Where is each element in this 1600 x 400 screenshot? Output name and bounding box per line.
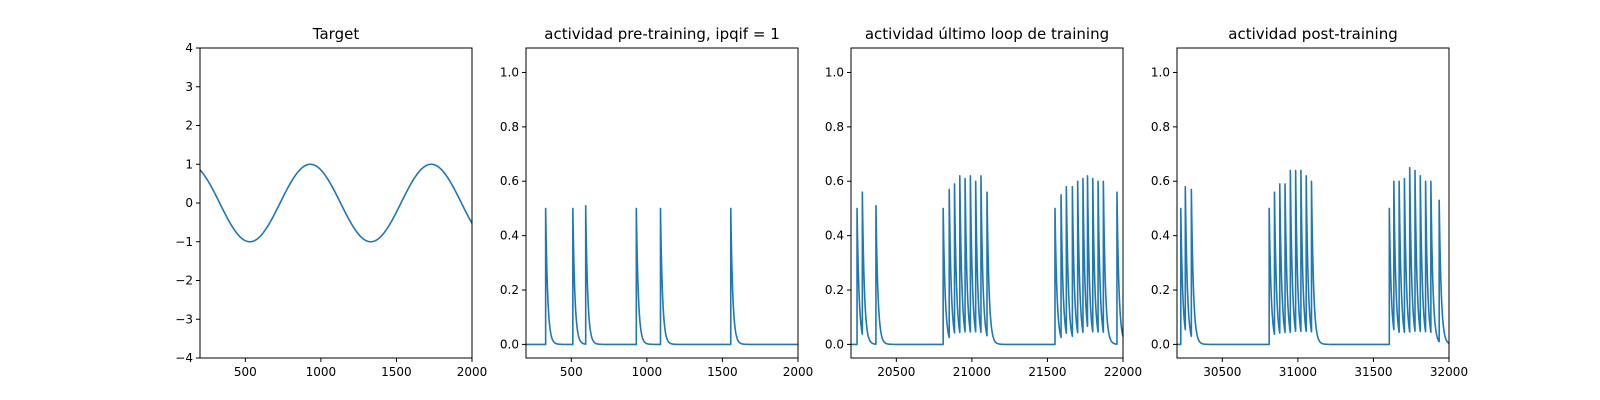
x-tick-label: 1500 [381,365,412,379]
y-tick-label: −2 [175,274,193,288]
x-tick-label: 20500 [877,365,915,379]
y-tick-label: 0.4 [1151,229,1170,243]
y-tick-label: 0.0 [1151,337,1170,351]
x-tick-label: 1500 [707,365,738,379]
y-tick-label: 1.0 [500,65,519,79]
x-tick-label: 2000 [783,365,814,379]
chart-title: actividad pre-training, ipqif = 1 [544,25,780,43]
y-tick-label: 4 [185,41,193,55]
y-tick-label: 0.0 [500,337,519,351]
y-tick-label: 1.0 [1151,65,1170,79]
x-tick-label: 1000 [306,365,337,379]
y-tick-label: 0.2 [500,283,519,297]
chart-title: actividad último loop de training [865,25,1109,43]
x-tick-label: 31500 [1354,365,1392,379]
plot-frame [1176,47,1450,359]
series-line [525,204,799,346]
x-tick-label: 21500 [1028,365,1066,379]
panel-1: Target 500 1000 1500 2000 −4 −3 −2 −1 0 1 2 3 4 [175,25,487,379]
plot-frame [525,47,799,359]
y-tick-label: 0.4 [500,229,519,243]
panel-4: actividad post-training 30500 31000 31500 32… [1151,25,1468,379]
y-tick-label: 0.2 [1151,283,1170,297]
x-tick-label: 1000 [632,365,663,379]
y-tick-label: 0.6 [500,174,519,188]
y-tick-label: 1 [185,157,193,171]
plot-frame [850,47,1124,359]
y-tick-label: −3 [175,312,193,326]
y-tick-label: 1.0 [825,65,844,79]
y-tick-label: 0 [185,196,193,210]
series-line [199,163,473,243]
y-tick-label: 0.4 [825,229,844,243]
y-tick-label: 0.2 [825,283,844,297]
y-tick-label: −4 [175,351,193,365]
panel-2: actividad pre-training, ipqif = 1 500 1000… [500,25,813,379]
y-tick-label: 3 [185,80,193,94]
y-tick-label: 0.0 [825,337,844,351]
series-line [850,175,1124,346]
y-tick-label: 0.8 [1151,120,1170,134]
x-tick-label: 32000 [1430,365,1468,379]
chart-title: actividad post-training [1228,25,1397,43]
y-tick-label: 2 [185,119,193,133]
plot-frame [199,47,473,359]
y-tick-label: 0.6 [1151,174,1170,188]
panel-3: actividad último loop de training 20500 21… [825,25,1142,379]
y-tick-label: −1 [175,235,193,249]
x-tick-label: 2000 [457,365,488,379]
x-tick-label: 500 [560,365,583,379]
x-tick-label: 22000 [1104,365,1142,379]
x-tick-label: 30500 [1203,365,1241,379]
x-tick-label: 500 [234,365,257,379]
x-tick-label: 31000 [1279,365,1317,379]
chart-title: Target [312,25,360,43]
y-tick-label: 0.8 [500,120,519,134]
y-tick-label: 0.6 [825,174,844,188]
y-tick-label: 0.8 [825,120,844,134]
x-tick-label: 21000 [953,365,991,379]
series-line [1176,166,1450,346]
